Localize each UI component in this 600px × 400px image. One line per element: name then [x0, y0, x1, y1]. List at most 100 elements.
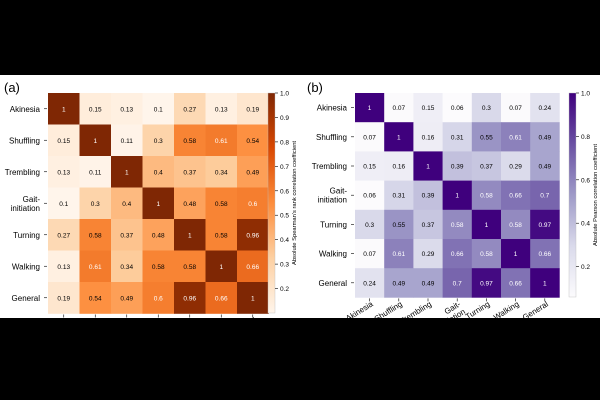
cell-value-label: 0.16 [422, 134, 435, 141]
x-tick-label: Trembling [398, 299, 433, 318]
cell-value-label: 0.4 [122, 201, 131, 208]
heatmap-cell [471, 209, 502, 240]
colorbar-label: Absolute Spearman's rank correlation coe… [292, 141, 298, 265]
colorbar-tick-label: 0.2 [280, 286, 289, 293]
heatmap-cell [501, 122, 531, 152]
cell-value-label: 0.3 [482, 105, 491, 112]
heatmap-cell [174, 156, 206, 188]
cell-value-label: 0.37 [422, 222, 435, 229]
heatmap-cell [413, 239, 443, 269]
cell-value-label: 1 [125, 169, 129, 176]
heatmap-cell [205, 156, 238, 188]
x-tick-label: General [521, 299, 550, 318]
cell-value-label: 1 [62, 106, 66, 113]
cell-value-label: 0.11 [89, 169, 102, 176]
cell-value-label: 0.55 [480, 134, 493, 141]
cell-value-label: 0.97 [480, 280, 493, 287]
heatmap-cell [355, 180, 385, 211]
heatmap-cell [530, 209, 560, 240]
heatmap-cell [205, 187, 238, 220]
heatmap-cell [48, 93, 80, 125]
heatmap-cell [384, 151, 414, 181]
heatmap-panel-a: (a)1 0.15 0.13 0.1 0.27 0.13 0.190.15 1 0.11 0.3 0… [4, 80, 298, 346]
cell-value-label: 0.3 [91, 201, 100, 208]
cell-value-label: 0.61 [509, 134, 522, 141]
heatmap-cell [237, 250, 269, 283]
heatmap-cell [530, 151, 560, 181]
cell-value-label: 0.58 [451, 222, 464, 229]
heatmap-cell [237, 93, 269, 125]
colorbar [568, 92, 577, 298]
cell-value-label: 0.07 [392, 105, 405, 112]
heatmap-cell [48, 124, 80, 157]
heatmap-cell [355, 93, 385, 123]
heatmap-cell [111, 219, 143, 251]
heatmap-cell [237, 187, 269, 220]
cell-value-label: 0.61 [215, 138, 228, 145]
heatmap-cell [384, 239, 414, 269]
heatmap-cell [442, 239, 473, 269]
colorbar-tick-label: 0.8 [280, 139, 289, 146]
x-tick-label: Shuffling [69, 316, 100, 318]
colorbar-tick-label: 1.0 [280, 91, 289, 98]
heatmap-cell [142, 93, 175, 125]
colorbar-tick-label: 0.2 [581, 264, 590, 271]
cell-value-label: 0.24 [538, 105, 551, 112]
cell-value-label: 0.6 [154, 295, 163, 302]
heatmap-cell [442, 268, 473, 298]
heatmap-cell [174, 187, 206, 220]
colorbar-tick-label: 0.4 [581, 221, 590, 228]
heatmap-cell [384, 180, 414, 211]
cell-value-label: 1 [426, 164, 430, 171]
cell-value-label: 0.61 [392, 251, 405, 258]
heatmap-cell [142, 187, 175, 220]
heatmap-cell [471, 93, 502, 123]
heatmap-cell [384, 268, 414, 298]
colorbar-tick-label: 0.3 [280, 262, 289, 269]
cell-value-label: 0.58 [480, 193, 493, 200]
heatmap-cell [205, 219, 238, 251]
cell-value-label: 0.49 [246, 169, 259, 176]
colorbar-tick-label: 0.5 [280, 213, 289, 220]
cell-value-label: 0.58 [215, 232, 228, 239]
cell-value-label: 0.49 [392, 280, 405, 287]
heatmap-cell [530, 239, 560, 269]
cell-value-label: 0.11 [121, 138, 134, 145]
heatmap-cell [79, 219, 112, 251]
cell-value-label: 0.07 [509, 105, 522, 112]
heatmap-cell [237, 282, 269, 314]
cell-value-label: 1 [251, 295, 255, 302]
y-tick-label: Akinesia [317, 104, 348, 113]
figure-canvas: (a) 1 0.15 0.13 0.1 0.27 0.13 0.19 0.15 1 0.11 0.3 0… [0, 75, 600, 346]
heatmap-cell [530, 93, 560, 123]
cell-value-label: 1 [455, 193, 459, 200]
cell-value-label: 0.39 [451, 164, 464, 171]
cell-value-label: 0.66 [451, 251, 464, 258]
heatmap-cell [471, 122, 502, 152]
cell-value-label: 0.06 [451, 105, 464, 112]
heatmap-cell [442, 93, 473, 123]
x-tick-label: Gait-initiation [433, 299, 468, 318]
cell-value-label: 0.97 [538, 222, 551, 229]
x-tick-label: Turning [167, 316, 195, 318]
colorbar-tick-label: 0.7 [280, 164, 289, 171]
cell-value-label: 0.3 [365, 222, 374, 229]
cell-value-label: 0.13 [215, 106, 228, 113]
cell-value-label: 0.58 [509, 222, 522, 229]
heatmap-cell [384, 209, 414, 240]
heatmap-cell [111, 282, 143, 314]
heatmap-cell [111, 124, 143, 157]
heatmap-cell [501, 93, 531, 123]
heatmap-cell [79, 250, 112, 283]
y-tick-label: Gait-initiation [318, 187, 348, 205]
heatmap-cell [111, 187, 143, 220]
y-tick-label: Turning [320, 220, 347, 229]
heatmap-cell [174, 124, 206, 157]
cell-value-label: 0.15 [363, 164, 376, 171]
cell-value-label: 0.49 [120, 295, 133, 302]
cell-value-label: 0.07 [363, 134, 376, 141]
heatmap-figure: (a)1 0.15 0.13 0.1 0.27 0.13 0.190.15 1 0.11 0.3 0… [4, 80, 599, 346]
y-tick-label: Walking [319, 250, 347, 259]
cell-value-label: 0.07 [363, 251, 376, 258]
heatmap-cell [355, 151, 385, 181]
